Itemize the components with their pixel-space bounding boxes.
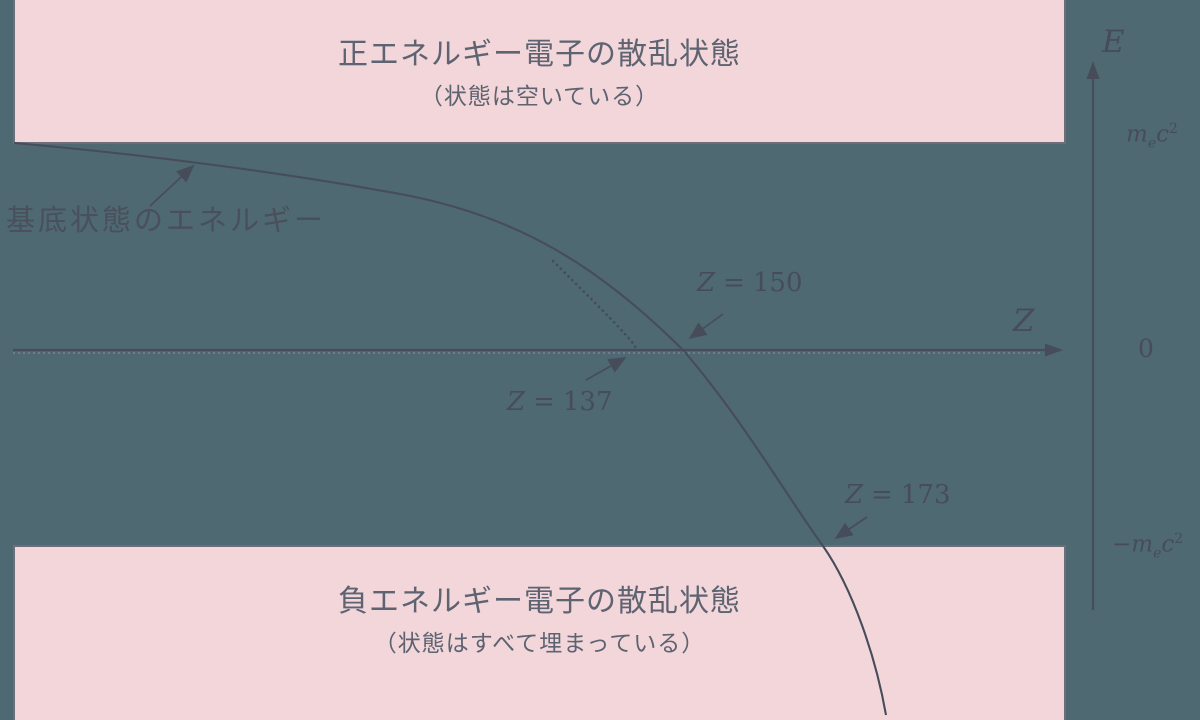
e-axis-arrowhead (1086, 61, 1100, 79)
z137-label: Z = 137 (507, 387, 613, 417)
positive-band-subtitle: （状態は空いている） (419, 83, 660, 109)
point-nucleus-dotted-curve (551, 259, 638, 351)
z173-equals: = (871, 480, 893, 510)
y-tick-negative-mc2: −mec2 (1112, 531, 1184, 562)
z173-variable: Z (845, 480, 864, 510)
negative-band-title: 負エネルギー電子の散乱状態 (338, 585, 741, 618)
z150-equals: = (723, 268, 745, 298)
z137-equals: = (533, 387, 555, 417)
positive-energy-continuum-band: 正エネルギー電子の散乱状態 （状態は空いている） (13, 0, 1066, 144)
ground-state-energy-label: 基底状態のエネルギー (6, 205, 327, 237)
z150-value: 150 (752, 268, 803, 298)
y-tick-zero: 0 (1138, 334, 1154, 363)
z150-annotation-arrow (688, 313, 724, 339)
y-tick-positive-mc2: mec2 (1126, 121, 1178, 152)
z173-label: Z = 173 (845, 480, 951, 510)
negative-energy-continuum-band: 負エネルギー電子の散乱状態 （状態はすべて埋まっている） (13, 545, 1066, 720)
ground-state-energy-curve (13, 141, 888, 716)
positive-band-title: 正エネルギー電子の散乱状態 (338, 38, 741, 71)
z137-variable: Z (507, 387, 526, 417)
z137-value: 137 (562, 387, 613, 417)
z137-annotation-arrow (585, 357, 627, 381)
z-axis-label: Z (1013, 303, 1035, 339)
e-axis-label: E (1102, 24, 1125, 60)
z150-variable: Z (697, 268, 716, 298)
z150-label: Z = 150 (697, 268, 803, 298)
negative-band-subtitle: （状態はすべて埋まっている） (373, 630, 706, 656)
z173-annotation-arrow (834, 516, 868, 539)
z-axis-arrowhead (1045, 343, 1063, 357)
z173-value: 173 (900, 480, 951, 510)
ground-state-label-arrow (149, 164, 195, 207)
